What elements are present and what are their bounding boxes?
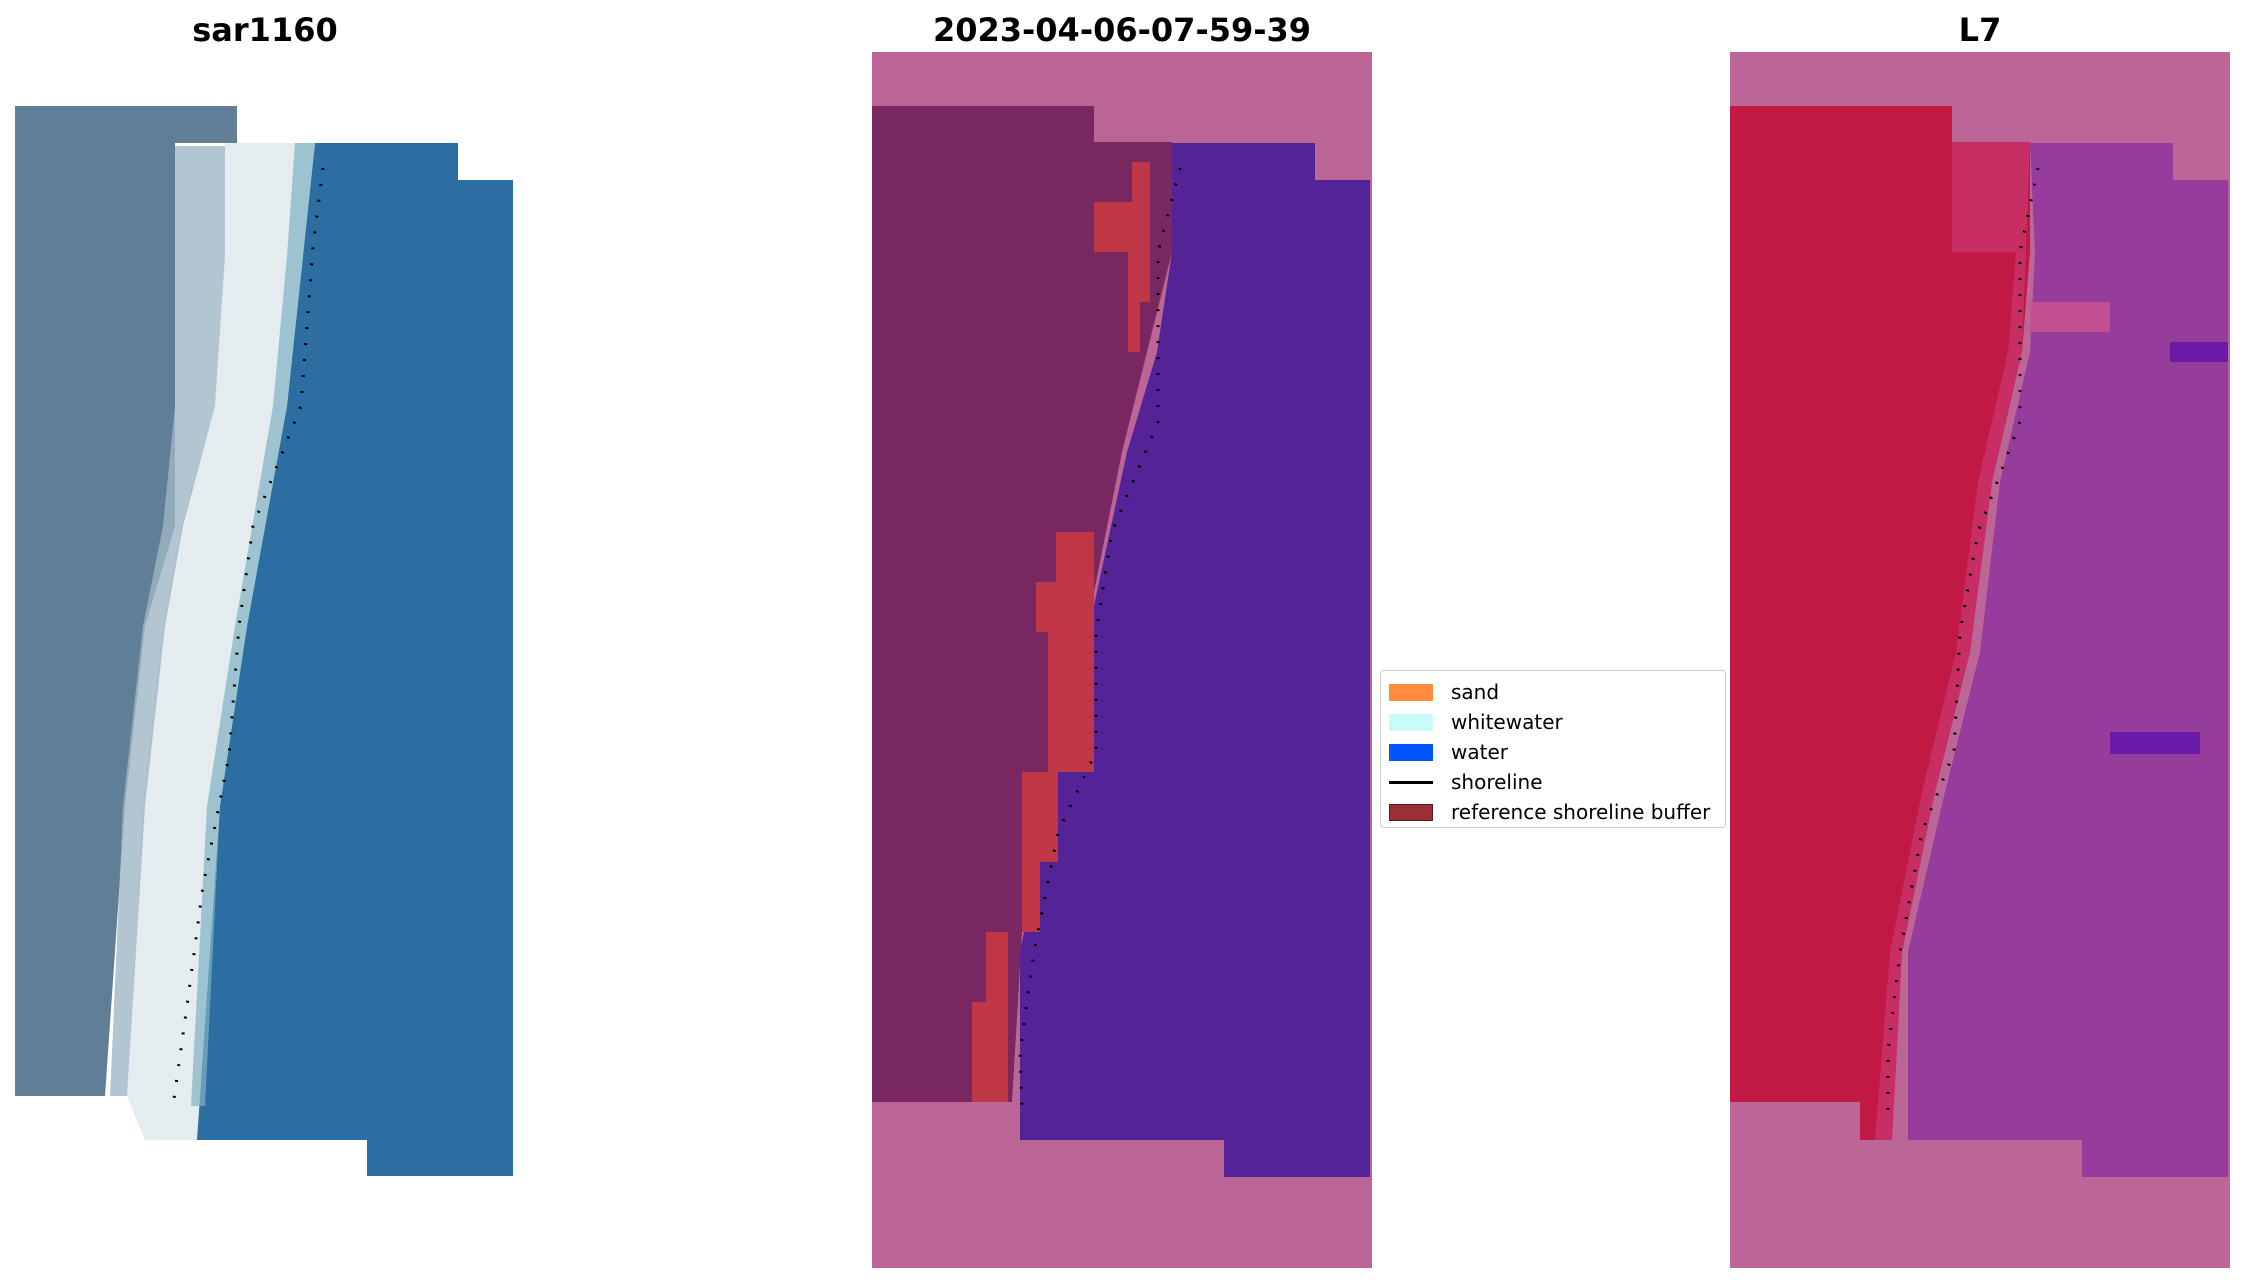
legend-swatch-buffer [1389,803,1433,821]
class-buffer-upper [1094,162,1150,352]
legend-label-whitewater: whitewater [1451,710,1563,734]
panel-title-classified: 2023-04-06-07-59-39 [932,11,1312,49]
rgb-image-panel [15,106,513,1176]
legend-label-shoreline: shoreline [1451,770,1543,794]
classified-image-panel [872,52,1372,1268]
rgb-land-area [15,106,237,1096]
class-water-area [1020,143,1370,1177]
panel-title-index: L7 [1958,11,2002,49]
legend-item-shoreline: shoreline [1389,767,1717,797]
index-transition-band [1875,142,2030,1140]
rgb-water-area [195,143,513,1176]
index-dark-patch-2 [2110,732,2200,754]
legend-line-shoreline [1389,780,1433,784]
index-water-area [1908,143,2228,1177]
legend: sand whitewater water shoreline referenc… [1380,670,1726,828]
rgb-beach-shadow [110,146,225,1096]
index-image-panel [1730,52,2230,1268]
index-land-area [1730,106,2030,1140]
legend-item-water: water [1389,737,1717,767]
class-buffer-bottom [972,932,1008,1102]
legend-item-buffer: reference shoreline buffer [1389,797,1717,827]
class-land-area [872,106,1172,1102]
legend-swatch-whitewater [1389,713,1433,731]
index-light-patch [2030,302,2110,332]
rgb-bright-beach-strip [127,143,315,1140]
legend-swatch-water [1389,743,1433,761]
panel-title-rgb: sar1160 [192,11,338,49]
legend-item-whitewater: whitewater [1389,707,1717,737]
legend-swatch-sand [1389,683,1433,701]
legend-item-sand: sand [1389,677,1717,707]
legend-label-sand: sand [1451,680,1500,704]
legend-label-buffer: reference shoreline buffer [1451,800,1711,824]
index-dark-patch-1 [2170,342,2228,362]
legend-label-water: water [1451,740,1508,764]
rgb-wet-sand [191,143,315,1106]
class-buffer-middle [1036,532,1094,772]
class-buffer-lower [1022,772,1058,932]
